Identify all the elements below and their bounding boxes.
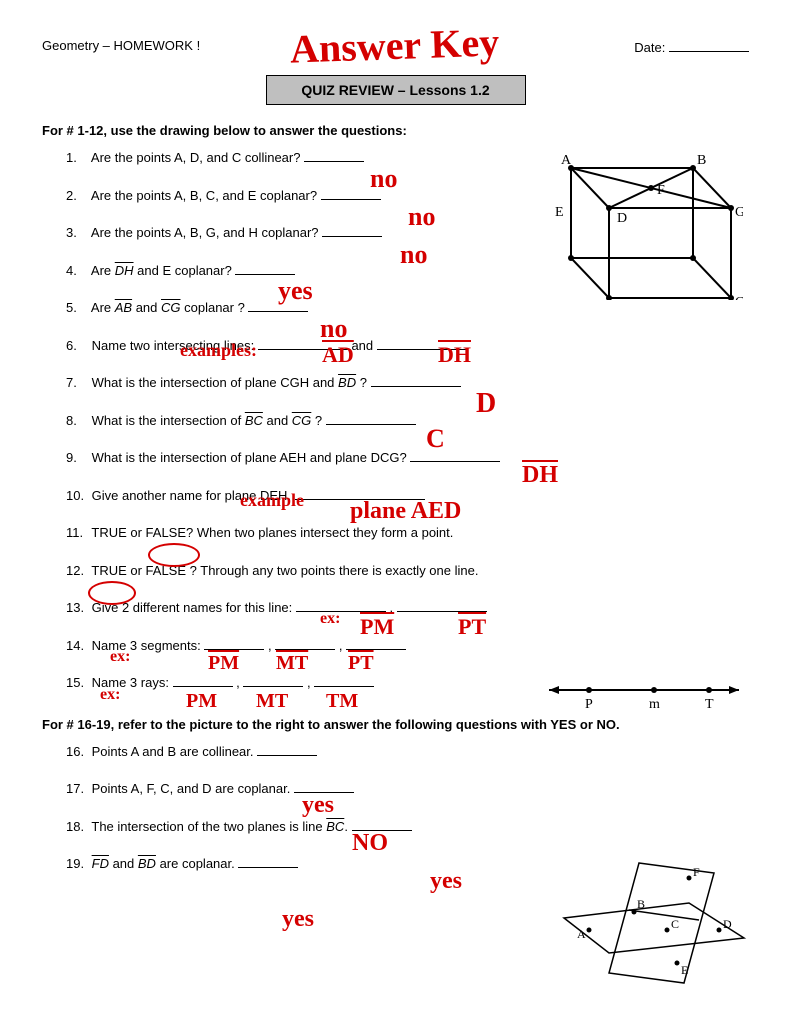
svg-text:F: F [693, 865, 700, 879]
ans-6b: DH [438, 342, 471, 368]
ans-4: yes [278, 276, 313, 306]
svg-text:A: A [577, 927, 586, 941]
ans-19: yes [282, 906, 314, 933]
ans-6-ex: examples: [180, 340, 257, 361]
svg-text:E: E [681, 963, 688, 977]
planes-diagram: A B C D E F [559, 858, 749, 988]
circle-false [148, 543, 200, 567]
section1-heading: For # 1-12, use the drawing below to ans… [42, 123, 749, 138]
svg-text:P: P [585, 697, 593, 712]
ans-10-ex: example [240, 490, 304, 511]
q13: 13. Give 2 different names for this line… [66, 598, 749, 618]
q17: 17. Points A, F, C, and D are coplanar. [66, 779, 749, 799]
hw-title: Geometry – HOMEWORK ! [42, 38, 200, 53]
q6: 6. Name two intersecting lines: and [66, 336, 749, 356]
svg-text:B: B [697, 153, 706, 168]
ans-14b: MT [276, 652, 308, 675]
ans-14c: PT [348, 652, 374, 675]
line-diagram: P m T [549, 678, 739, 718]
quiz-review-box: QUIZ REVIEW – Lessons 1.2 [266, 75, 526, 105]
date-label: Date: [634, 40, 665, 55]
q11: 11. TRUE or FALSE? When two planes inter… [66, 523, 749, 543]
circle-true [88, 581, 136, 605]
ans-15b: MT [256, 690, 288, 713]
q8: 8. What is the intersection of BC and CG… [66, 411, 749, 431]
svg-text:C: C [735, 295, 743, 300]
q16: 16. Points A and B are collinear. [66, 742, 749, 762]
ans-3: no [400, 240, 427, 270]
ans-14-ex: ex: [110, 648, 130, 666]
date-blank [669, 38, 749, 52]
svg-text:m: m [649, 697, 660, 712]
svg-text:T: T [705, 697, 714, 712]
ans-13-ex: ex: [320, 610, 340, 628]
svg-text:E: E [555, 205, 564, 220]
ans-5: no [320, 314, 347, 344]
svg-text:C: C [671, 917, 679, 931]
questions-list-2: 16. Points A and B are collinear. 17. Po… [42, 742, 749, 874]
ans-17: NO [352, 830, 388, 857]
box-diagram: A B E F D G H C [553, 150, 743, 300]
ans-16: yes [302, 792, 334, 819]
svg-text:B: B [637, 897, 645, 911]
q5: 5. Are AB and CG coplanar ? [66, 298, 749, 318]
svg-text:D: D [617, 211, 627, 226]
svg-text:A: A [561, 153, 572, 168]
ans-15-ex: ex: [100, 686, 120, 704]
svg-text:D: D [723, 917, 732, 931]
ans-9: DH [522, 462, 558, 489]
date-block: Date: [634, 38, 749, 55]
ans-13b: PT [458, 614, 486, 640]
q18: 18. The intersection of the two planes i… [66, 817, 749, 837]
ans-13a: PM [360, 614, 394, 640]
ans-7: D [476, 388, 496, 420]
ans-1: no [370, 164, 397, 194]
q9: 9. What is the intersection of plane AEH… [66, 448, 749, 468]
ans-8: C [426, 424, 445, 454]
ans-15c: TM [326, 690, 358, 713]
q14: 14. Name 3 segments: , , [66, 636, 749, 656]
svg-text:G: G [735, 205, 743, 220]
ans-14a: PM [208, 652, 239, 675]
q7: 7. What is the intersection of plane CGH… [66, 373, 749, 393]
ans-6a: AD [322, 342, 354, 368]
ans-15a: PM [186, 690, 217, 713]
ans-18: yes [430, 868, 462, 895]
section2-heading: For # 16-19, refer to the picture to the… [42, 717, 749, 732]
svg-text:F: F [657, 183, 665, 198]
answer-key-handwriting: Answer Key [289, 18, 500, 72]
ans-2: no [408, 202, 435, 232]
ans-10: plane AED [350, 498, 461, 525]
